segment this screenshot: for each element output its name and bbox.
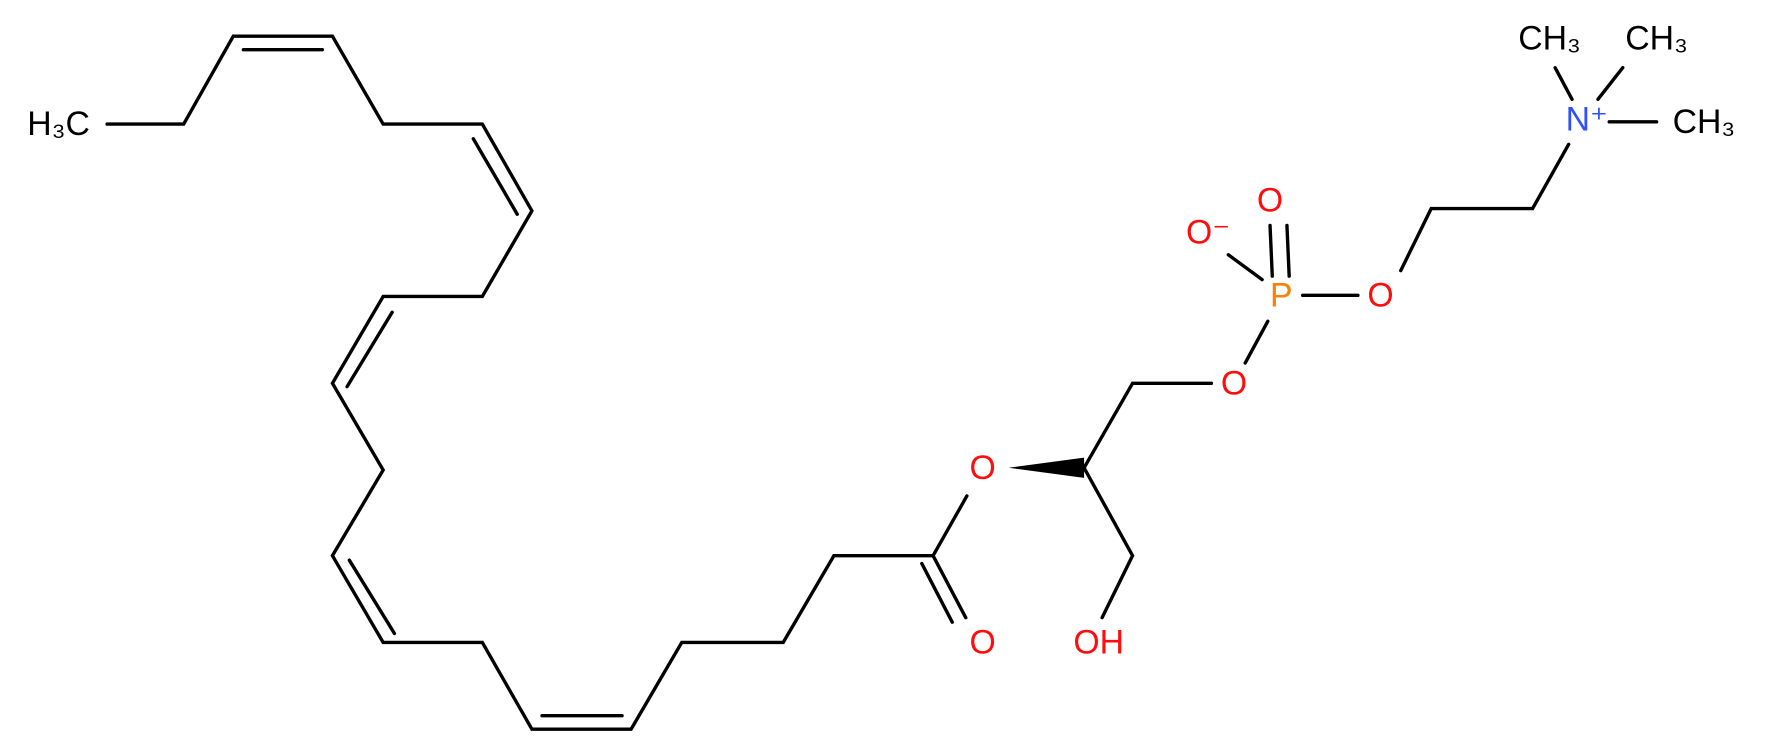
- double-bond: [1285, 223, 1291, 278]
- atom-label: O: [970, 623, 996, 661]
- bond: [1399, 142, 1571, 273]
- atom-label: H₃C: [27, 105, 90, 143]
- bonds: [105, 34, 1659, 731]
- atom-label: O: [970, 449, 996, 487]
- atom-label: O⁻: [1186, 213, 1230, 251]
- atom-label: N⁺: [1566, 101, 1608, 139]
- bond: [1226, 253, 1264, 282]
- atom-label: CH₃: [1625, 19, 1688, 57]
- wedge-bond: [1008, 457, 1085, 478]
- atom-label: OH: [1073, 623, 1124, 661]
- atom-label: CH₃: [1673, 103, 1736, 141]
- carbonyl-bond: [931, 553, 968, 620]
- atom-labels: H₃C O O OH O P O⁻ O O N⁺ CH₃ CH₃ CH₃: [27, 19, 1735, 661]
- carbon-chain: [105, 34, 935, 731]
- double-bond: [1268, 223, 1274, 278]
- atom-label: O: [1257, 182, 1283, 220]
- carbonyl-bond: [920, 561, 954, 624]
- atom-label: CH₃: [1518, 19, 1581, 57]
- bond: [1082, 466, 1135, 620]
- atom-label: O: [1367, 276, 1393, 314]
- atom-label: P: [1270, 276, 1293, 314]
- double-bond: [471, 137, 519, 216]
- bond: [1243, 319, 1270, 365]
- double-bond: [345, 310, 394, 389]
- ester-bond: [931, 494, 969, 558]
- atom-label: O: [1221, 364, 1247, 402]
- bond: [1082, 381, 1214, 470]
- bond: [1553, 66, 1574, 101]
- bond: [1596, 66, 1625, 101]
- double-bond: [347, 558, 397, 636]
